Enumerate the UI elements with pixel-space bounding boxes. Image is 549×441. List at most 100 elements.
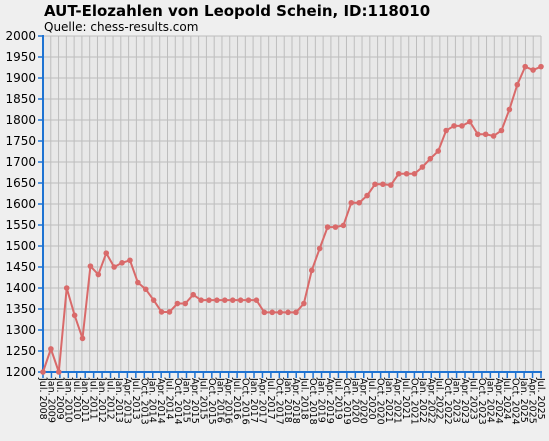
chart-subtitle: Quelle: chess-results.com <box>44 20 198 34</box>
data-point <box>490 133 497 139</box>
data-point <box>150 297 157 303</box>
x-tick-label: Jul. 2011 <box>88 377 99 420</box>
x-tick-label: Apr. 2024 <box>493 378 504 424</box>
y-tick-label: 2000 <box>5 29 36 43</box>
data-point <box>111 264 117 270</box>
y-tick-label: 1950 <box>5 50 36 64</box>
x-tick-label: Jan. 2021 <box>383 377 394 423</box>
data-point <box>514 81 521 88</box>
x-tick-label: Jul. 2025 <box>535 377 546 420</box>
x-tick-label: Oct. 2022 <box>442 378 453 425</box>
x-tick-label: Apr. 2016 <box>223 378 234 424</box>
x-tick-label: Apr. 2023 <box>459 378 470 424</box>
y-tick-label: 1700 <box>5 155 36 169</box>
x-tick-label: Jul. 2012 <box>105 377 116 420</box>
data-point <box>332 224 339 230</box>
x-tick-label: Oct. 2016 <box>240 378 251 425</box>
data-point <box>95 271 102 278</box>
x-tick-label: Oct. 2017 <box>273 378 284 425</box>
x-tick-label: Jul. 2018 <box>299 377 310 420</box>
data-point <box>538 63 544 70</box>
data-point <box>522 63 528 70</box>
x-tick-label: Jul. 2019 <box>332 377 343 420</box>
x-tick-label: Oct. 2013 <box>138 378 149 425</box>
data-point <box>63 285 70 291</box>
data-point <box>530 67 536 73</box>
data-point <box>103 250 110 256</box>
data-point <box>364 192 370 199</box>
data-point <box>56 369 62 375</box>
x-tick-label: Jul. 2021 <box>400 377 411 420</box>
x-tick-label: Jan. 2019 <box>316 377 327 423</box>
series-markers <box>40 63 544 375</box>
data-point <box>498 127 505 134</box>
data-point <box>308 267 315 274</box>
x-tick-label: Apr. 2025 <box>527 378 538 424</box>
x-tick-label: Apr. 2018 <box>290 378 301 424</box>
x-tick-label: Oct. 2018 <box>307 378 318 425</box>
data-point <box>206 297 212 303</box>
data-point <box>269 309 276 316</box>
data-point <box>277 309 283 316</box>
x-tick-label: Jan. 2014 <box>147 377 158 423</box>
x-tick-label: Apr. 2013 <box>121 378 132 424</box>
data-point <box>135 279 141 286</box>
y-tick-label: 1500 <box>5 239 36 253</box>
chart-title: AUT-Elozahlen von Leopold Schein, ID:118… <box>44 2 430 20</box>
data-point <box>293 309 299 316</box>
data-point <box>459 123 465 129</box>
x-tick-label: Jul. 2014 <box>164 377 175 420</box>
data-point <box>443 127 449 134</box>
data-point <box>451 123 457 129</box>
x-tick-label: Jan. 2011 <box>79 377 90 423</box>
x-tick-label: Apr. 2020 <box>358 378 369 424</box>
y-tick-label: 1900 <box>5 71 36 85</box>
data-point <box>261 309 268 316</box>
x-tick-label: Oct. 2014 <box>172 378 183 425</box>
data-point <box>372 181 378 188</box>
data-point <box>411 170 418 177</box>
data-point <box>190 291 196 298</box>
y-tick-label: 1800 <box>5 113 36 127</box>
y-tick-label: 1200 <box>5 365 36 379</box>
x-tick-label: Jan. 2009 <box>45 377 56 423</box>
data-point <box>301 300 307 307</box>
data-point <box>380 181 386 188</box>
y-tick-labels: 1200 1250 1300 1350 1400 1450 1500 1550 1600 1650… <box>5 29 36 379</box>
data-point <box>40 369 46 375</box>
y-tick-label: 1550 <box>5 218 36 232</box>
data-point <box>419 164 426 170</box>
x-tick-label: Jul. 2024 <box>501 377 512 420</box>
data-point <box>403 170 410 177</box>
data-point <box>340 222 347 229</box>
x-tick-label: Jan. 2015 <box>180 377 191 423</box>
x-tick-label: Oct. 2021 <box>408 378 419 425</box>
y-tick-label: 1850 <box>5 92 36 106</box>
x-tick-label: Jul. 2009 <box>54 377 65 420</box>
x-tick-label: Apr. 2021 <box>392 378 403 424</box>
data-point <box>435 148 442 154</box>
grid-lines <box>43 35 542 373</box>
data-point <box>467 118 473 125</box>
x-tick-label: Jan. 2010 <box>62 377 73 423</box>
x-tick-label: Jan. 2017 <box>248 377 259 423</box>
data-point <box>395 170 402 177</box>
data-point <box>356 199 362 206</box>
data-point <box>48 346 54 352</box>
x-tick-label: Jan. 2013 <box>113 377 124 423</box>
data-point <box>198 297 204 303</box>
data-point <box>142 286 149 293</box>
x-tick-label: Apr. 2014 <box>155 378 166 424</box>
data-point <box>71 312 78 319</box>
x-tick-label: Jan. 2024 <box>484 377 495 423</box>
data-point <box>245 297 252 303</box>
data-point <box>214 297 220 303</box>
data-point <box>253 297 260 303</box>
data-point <box>127 257 133 264</box>
data-point <box>166 309 173 315</box>
data-point <box>229 297 236 303</box>
x-tick-label: Jan. 2025 <box>518 377 529 423</box>
data-point <box>474 131 481 138</box>
y-tick-label: 1300 <box>5 323 36 337</box>
data-point <box>79 335 86 342</box>
